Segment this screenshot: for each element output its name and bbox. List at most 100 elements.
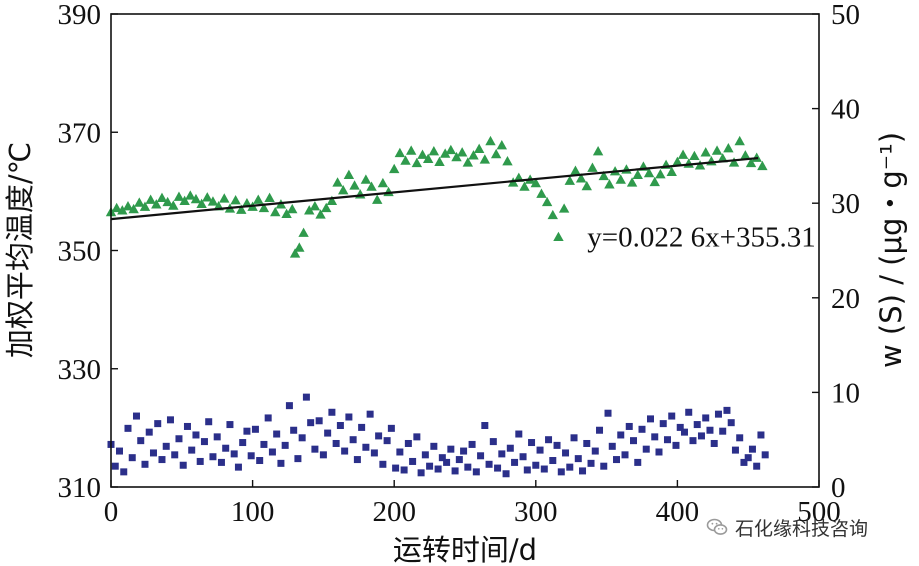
temperature-point (366, 181, 377, 191)
sulfur-point (256, 457, 264, 465)
sulfur-point (579, 467, 587, 475)
temperature-point (117, 205, 128, 215)
y-left-tick-label: 330 (58, 354, 102, 386)
sulfur-point (464, 463, 472, 471)
temperature-point (411, 157, 423, 168)
sulfur-point (166, 416, 174, 424)
sulfur-point (298, 434, 306, 442)
sulfur-point (171, 451, 179, 459)
temperature-point (632, 169, 643, 179)
sulfur-point (175, 435, 183, 443)
temperature-point (309, 200, 321, 211)
sulfur-point (328, 408, 336, 416)
sulfur-point (472, 468, 480, 476)
temperature-point (473, 143, 485, 153)
temperature-point (151, 199, 162, 209)
sulfur-point (455, 456, 463, 464)
sulfur-point (196, 457, 204, 465)
temperature-point (134, 197, 145, 207)
sulfur-point (375, 432, 383, 440)
sulfur-point (583, 439, 591, 447)
temperature-point (400, 155, 411, 165)
sulfur-point (209, 453, 217, 461)
temperature-point (258, 202, 270, 213)
temperature-point (677, 149, 689, 159)
sulfur-point (302, 393, 310, 401)
y-left-tick-label: 390 (58, 0, 102, 31)
sulfur-point (294, 455, 302, 463)
sulfur-point (642, 445, 650, 453)
sulfur-point (506, 444, 514, 452)
sulfur-point (383, 437, 391, 445)
watermark-text: 石化缘科技咨询 (735, 517, 869, 540)
temperature-point (389, 163, 400, 174)
temperature-point (190, 193, 202, 204)
sulfur-point (400, 466, 408, 474)
temperature-point (207, 196, 219, 206)
temperature-point (666, 166, 677, 177)
sulfur-point (188, 446, 196, 454)
sulfur-point (460, 447, 468, 455)
wechat-icon (706, 518, 728, 535)
temperature-point (558, 203, 570, 213)
sulfur-point (183, 422, 191, 430)
temperature-point (162, 196, 173, 207)
sulfur-point (485, 460, 493, 468)
sulfur-point (477, 452, 485, 460)
temperature-point (405, 145, 417, 155)
temperature-point (468, 150, 479, 160)
temperature-point (456, 147, 468, 157)
sulfur-point (285, 402, 293, 410)
temperature-point (156, 192, 168, 203)
temperature-point (479, 154, 491, 164)
temperature-point (604, 179, 615, 189)
sulfur-point (430, 442, 438, 450)
temperature-point (490, 148, 502, 159)
temperature-point (740, 150, 751, 160)
sulfur-point (600, 462, 608, 470)
temperature-point (185, 190, 196, 200)
temperature-point (128, 203, 139, 214)
temperature-point (253, 194, 264, 204)
sulfur-point (396, 448, 404, 456)
y-right-tick-label: 0 (831, 472, 846, 504)
sulfur-point (591, 447, 599, 455)
temperature-point (281, 208, 292, 219)
sulfur-point (226, 421, 234, 429)
temperature-point (530, 177, 541, 188)
sulfur-point (434, 465, 442, 473)
temperature-point (723, 143, 734, 153)
sulfur-point (604, 409, 612, 417)
sulfur-point (273, 430, 281, 438)
sulfur-point (336, 422, 344, 430)
sulfur-point (710, 439, 718, 447)
temperature-point (230, 195, 241, 205)
temperature-point (643, 167, 655, 178)
temperature-point (360, 174, 372, 184)
temperature-point (734, 135, 745, 146)
sulfur-point (141, 460, 149, 468)
sulfur-point (200, 438, 208, 446)
x-tick-label: 200 (372, 496, 416, 528)
y-axis-left-title: 加权平均温度/℃ (3, 142, 37, 358)
sulfur-point (511, 458, 519, 466)
sulfur-point (149, 449, 157, 457)
temperature-point (394, 147, 406, 158)
sulfur-point (120, 468, 128, 476)
temperature-point (377, 177, 389, 188)
temperature-point (236, 204, 247, 214)
sulfur-point (132, 412, 140, 420)
sulfur-point (239, 439, 247, 447)
sulfur-point (162, 442, 170, 450)
temperature-point (326, 195, 338, 205)
sulfur-point (494, 464, 502, 472)
sulfur-point (213, 433, 221, 441)
sulfur-point (613, 456, 621, 464)
sulfur-point (217, 458, 225, 466)
y-left-tick-label: 370 (58, 117, 102, 149)
sulfur-point (205, 418, 213, 426)
sulfur-point (557, 468, 565, 476)
sulfur-point (523, 466, 531, 474)
sulfur-point (366, 410, 374, 418)
